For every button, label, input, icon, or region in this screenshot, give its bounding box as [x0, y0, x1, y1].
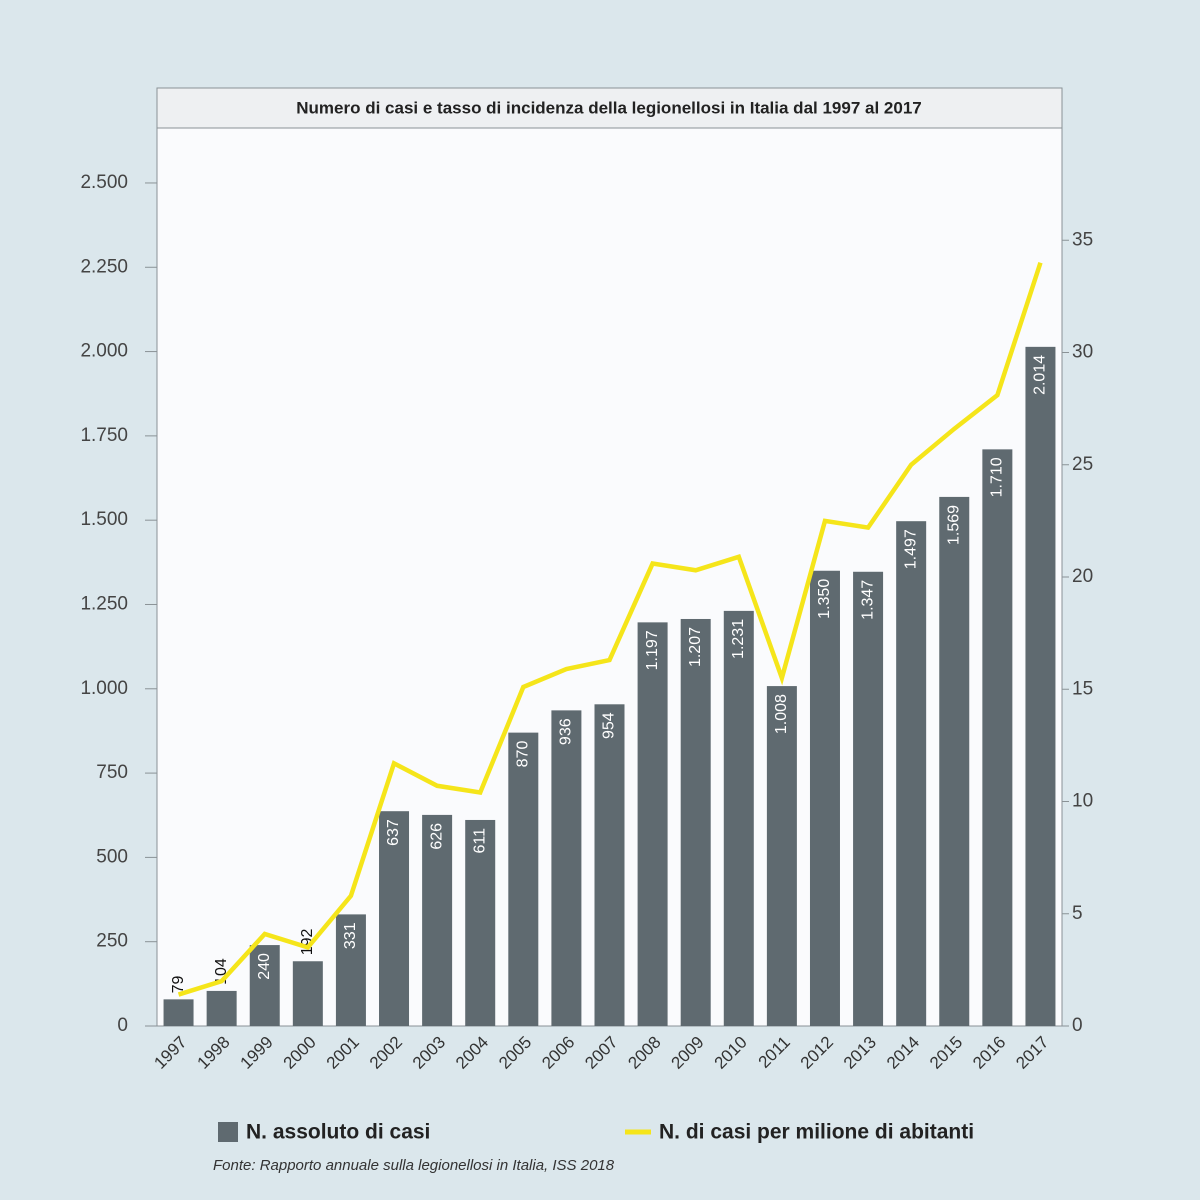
y-tick-label: 2.000	[80, 341, 128, 362]
bar	[335, 914, 366, 1026]
value-label: 954	[601, 712, 618, 739]
value-label: 1.207	[687, 627, 704, 667]
bar	[508, 732, 539, 1026]
bar	[379, 811, 410, 1026]
y-tick-label: 1.750	[80, 425, 128, 446]
bar	[853, 571, 884, 1026]
y-tick-label: 1.500	[80, 509, 128, 530]
legend-swatch	[218, 1122, 238, 1142]
bar	[249, 945, 280, 1026]
value-label: 611	[471, 828, 488, 854]
line	[177, 262, 1043, 997]
value-label: 1.008	[773, 694, 790, 734]
bar	[766, 686, 797, 1026]
value-label: 1.350	[816, 579, 833, 619]
title-band	[156, 87, 1063, 129]
y2-tick-label: 20	[1072, 566, 1093, 587]
bar	[680, 618, 711, 1026]
value-label: 637	[385, 819, 402, 846]
y-tick-label: 250	[96, 931, 128, 952]
y2-tick-label: 5	[1072, 903, 1083, 924]
value-label: 870	[515, 741, 532, 768]
bar	[292, 961, 323, 1026]
bar	[206, 990, 237, 1026]
value-label: 1.497	[902, 529, 919, 569]
y-tick-label: 750	[96, 762, 128, 783]
bar	[939, 496, 970, 1026]
value-label: 626	[428, 823, 445, 850]
bar	[982, 449, 1013, 1026]
value-label: 1.197	[644, 630, 661, 670]
legend-label: N. assoluto di casi	[246, 1121, 430, 1144]
value-label: 240	[256, 953, 273, 980]
bar	[594, 704, 625, 1026]
value-label: 331	[342, 922, 359, 949]
y2-tick-label: 15	[1072, 678, 1093, 699]
y2-tick-label: 30	[1072, 342, 1093, 363]
bar	[163, 999, 194, 1026]
y2-tick-label: 10	[1072, 791, 1093, 812]
value-label: 2.014	[1032, 355, 1049, 395]
bar	[637, 622, 668, 1026]
bar	[1025, 346, 1056, 1026]
y2-tick-label: 25	[1072, 454, 1093, 475]
y-tick-label: 2.500	[80, 172, 128, 193]
value-label: 1.569	[945, 505, 962, 545]
value-label: 79	[170, 975, 187, 993]
y2-tick-label: 0	[1072, 1015, 1083, 1036]
y-tick-label: 0	[117, 1015, 128, 1036]
y-tick-label: 1.250	[80, 593, 128, 614]
y2-tick-label: 35	[1072, 229, 1093, 250]
bar	[551, 710, 582, 1026]
bar	[723, 610, 754, 1026]
y-tick-label: 2.250	[80, 256, 128, 277]
legend-label: N. di casi per milione di abitanti	[659, 1121, 974, 1144]
value-label: 1.347	[859, 580, 876, 620]
value-label: 936	[558, 718, 575, 745]
bar	[896, 521, 927, 1026]
source-note: Fonte: Rapporto annuale sulla legionello…	[213, 1157, 615, 1174]
bar	[809, 570, 840, 1026]
chart-title: Numero di casi e tasso di incidenza dell…	[296, 98, 921, 117]
bar	[422, 814, 453, 1026]
y-tick-label: 500	[96, 846, 128, 867]
value-label: 1.231	[730, 619, 747, 659]
value-label: 192	[299, 928, 316, 955]
value-label: 1.710	[989, 457, 1006, 497]
bar	[465, 819, 496, 1026]
y-tick-label: 1.000	[80, 678, 128, 699]
